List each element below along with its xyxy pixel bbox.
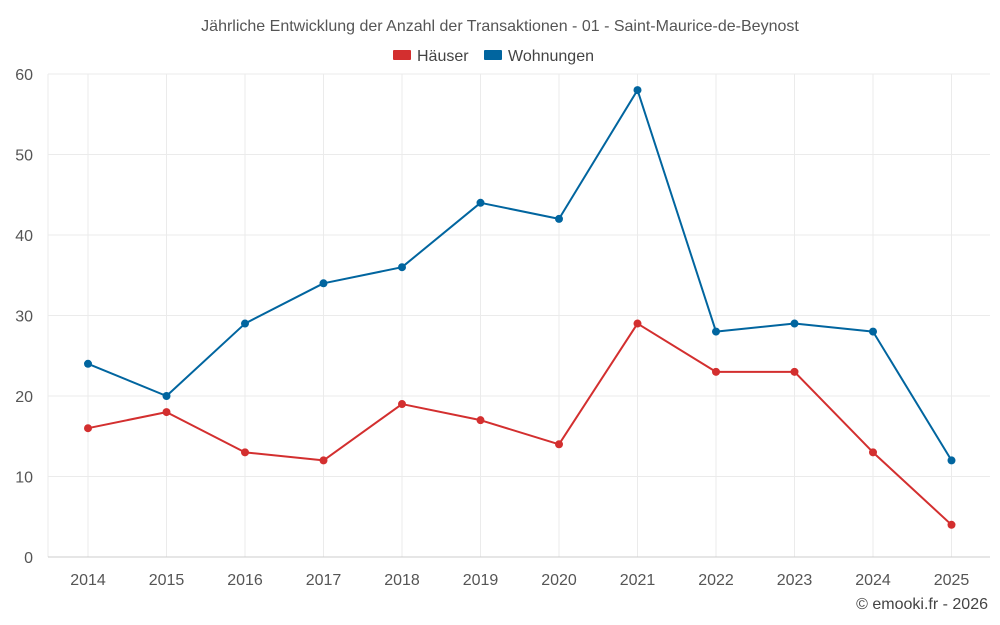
data-point-haeuser[interactable] xyxy=(947,520,956,529)
data-point-haeuser[interactable] xyxy=(633,319,642,328)
x-tick-label: 2015 xyxy=(149,572,185,589)
data-point-haeuser[interactable] xyxy=(712,367,720,376)
data-point-haeuser[interactable] xyxy=(162,408,171,417)
data-point-haeuser[interactable] xyxy=(555,440,563,449)
series-haeuser xyxy=(84,319,956,529)
data-point-haeuser[interactable] xyxy=(319,456,328,465)
credit-text: © emooki.fr - 2026 xyxy=(856,596,988,613)
series-layer xyxy=(84,86,956,529)
legend-swatch-haeuser xyxy=(393,50,411,60)
y-tick-label: 60 xyxy=(15,67,33,84)
data-point-wohnungen[interactable] xyxy=(162,392,171,400)
data-point-wohnungen[interactable] xyxy=(790,319,799,328)
x-tick-label: 2014 xyxy=(70,572,106,589)
data-point-wohnungen[interactable] xyxy=(947,456,956,465)
data-point-haeuser[interactable] xyxy=(476,416,485,425)
y-tick-label: 0 xyxy=(24,550,33,567)
x-axis-ticks: 2014 2015 2016 2017 2018 2019 2020 2021 2022 2023… xyxy=(70,572,969,589)
data-point-wohnungen[interactable] xyxy=(712,327,720,336)
data-point-haeuser[interactable] xyxy=(241,448,249,457)
data-point-haeuser[interactable] xyxy=(869,448,877,457)
legend-swatch-wohnungen xyxy=(484,50,502,60)
x-tick-label: 2019 xyxy=(463,572,499,589)
y-tick-label: 40 xyxy=(15,228,33,245)
x-gridlines xyxy=(47,74,952,557)
legend-label-wohnungen: Wohnungen xyxy=(508,48,594,65)
legend-label-haeuser: Häuser xyxy=(417,48,469,65)
data-point-wohnungen[interactable] xyxy=(869,327,877,336)
data-point-wohnungen[interactable] xyxy=(84,359,92,368)
y-gridlines xyxy=(48,73,990,477)
x-tick-label: 2018 xyxy=(384,572,420,589)
data-point-wohnungen[interactable] xyxy=(555,214,563,223)
y-tick-label: 20 xyxy=(15,389,33,406)
x-tick-label: 2016 xyxy=(227,572,263,589)
chart-title: Jährliche Entwicklung der Anzahl der Tra… xyxy=(201,18,799,35)
x-tick-label: 2022 xyxy=(698,572,734,589)
data-point-wohnungen[interactable] xyxy=(476,198,485,207)
data-point-wohnungen[interactable] xyxy=(319,279,328,288)
x-tick-label: 2025 xyxy=(934,572,970,589)
y-tick-label: 10 xyxy=(15,470,33,487)
series-line-wohnungen xyxy=(87,89,953,461)
y-axis-ticks: 0 10 20 30 40 50 60 xyxy=(15,67,33,567)
x-tick-label: 2020 xyxy=(541,572,577,589)
x-tick-label: 2017 xyxy=(306,572,342,589)
y-tick-label: 50 xyxy=(15,148,33,165)
x-tick-label: 2023 xyxy=(777,572,813,589)
data-point-wohnungen[interactable] xyxy=(633,86,642,95)
series-line-haeuser xyxy=(87,322,953,526)
legend[interactable]: Häuser Wohnungen xyxy=(393,48,594,65)
x-tick-label: 2024 xyxy=(855,572,891,589)
x-tick-label: 2021 xyxy=(620,572,656,589)
data-point-haeuser[interactable] xyxy=(790,367,799,376)
data-point-wohnungen[interactable] xyxy=(398,263,406,272)
data-point-wohnungen[interactable] xyxy=(241,319,249,328)
data-point-haeuser[interactable] xyxy=(84,424,92,433)
series-wohnungen xyxy=(84,86,956,465)
data-point-haeuser[interactable] xyxy=(398,400,406,409)
legend-item-wohnungen[interactable]: Wohnungen xyxy=(484,48,594,65)
y-tick-label: 30 xyxy=(15,309,33,326)
legend-item-haeuser[interactable]: Häuser xyxy=(393,48,469,65)
